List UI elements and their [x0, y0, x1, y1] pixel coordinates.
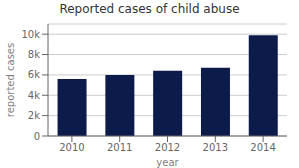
svg-text:2013: 2013: [203, 142, 228, 153]
svg-text:year: year: [156, 157, 179, 168]
svg-text:2012: 2012: [155, 142, 180, 153]
svg-text:10k: 10k: [21, 29, 40, 40]
svg-text:2011: 2011: [107, 142, 132, 153]
svg-text:2k: 2k: [28, 110, 40, 121]
svg-text:8k: 8k: [28, 49, 40, 60]
svg-text:reported cases: reported cases: [8, 43, 16, 117]
svg-text:2014: 2014: [250, 142, 275, 153]
svg-text:6k: 6k: [28, 69, 40, 80]
html-text:Reported cases of child abuse: Reported cases of child abuse: [59, 2, 240, 16]
svg-text:2010: 2010: [59, 142, 84, 153]
svg-text:4k: 4k: [28, 90, 40, 101]
svg-text:0: 0: [34, 131, 40, 142]
